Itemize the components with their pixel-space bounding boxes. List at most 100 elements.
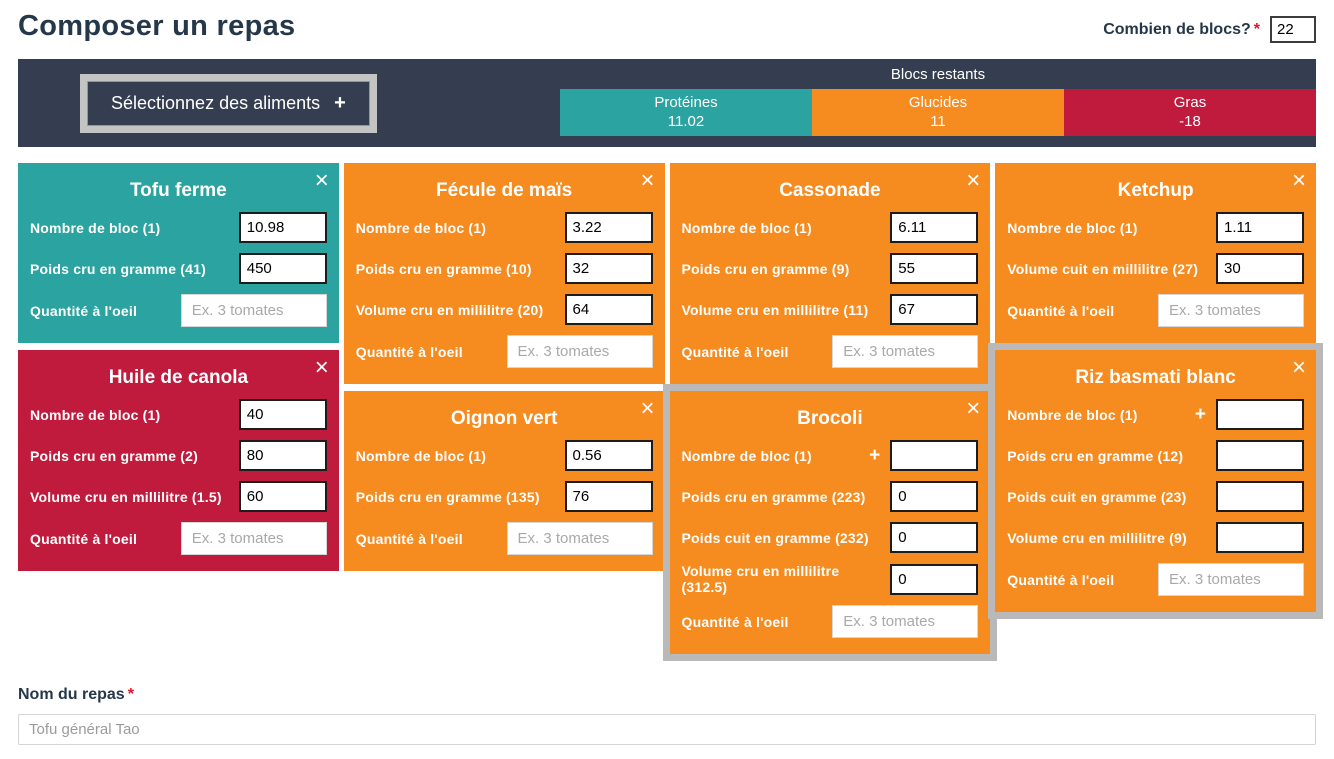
macros-row: Protéines 11.02 Glucides 11 Gras -18 [560, 89, 1316, 136]
macro-value: -18 [1179, 113, 1201, 130]
field-label: Poids cru en gramme (41) [30, 260, 206, 277]
close-card-button[interactable]: × [964, 169, 982, 193]
card-ketchup: Ketchup × Nombre de bloc (1) Volume cuit en… [995, 163, 1316, 343]
select-foods-button[interactable]: Sélectionnez des aliments + [80, 73, 377, 133]
field-row: Volume cru en millilitre (11) [682, 294, 979, 325]
field-value-input[interactable] [238, 253, 327, 284]
field-label: Nombre de bloc (1) [30, 406, 161, 423]
field-row: Quantité à l'oeil [1007, 294, 1304, 327]
blocs-restants-panel: Blocs restants Protéines 11.02 Glucides 11 G… [560, 59, 1316, 147]
blocs-count-input[interactable] [1270, 16, 1316, 43]
field-value-input[interactable] [890, 212, 979, 243]
card-oignon-vert: Oignon vert × Nombre de bloc (1) Poids cru … [343, 391, 665, 571]
meal-name-input[interactable] [18, 714, 1316, 745]
field-value-input[interactable] [1216, 481, 1304, 512]
field-label: Nombre de bloc (1) [1007, 406, 1138, 423]
food-cards-grid: Tofu ferme × Nombre de bloc (1) Poids cru e… [18, 163, 1323, 661]
blocs-question: Combien de blocs? * [1103, 16, 1316, 43]
plus-icon: + [869, 445, 881, 466]
field-row: Poids cru en gramme (12) [1007, 440, 1304, 471]
field-label: Quantité à l'oeil [30, 302, 138, 319]
field-row: Poids cru en gramme (223) [682, 481, 979, 512]
close-icon: × [314, 167, 329, 194]
close-card-button[interactable]: × [964, 397, 982, 421]
macro-name: Glucides [908, 93, 968, 111]
close-icon: × [314, 354, 329, 381]
card-riz-basmati-blanc: Riz basmati blanc × Nombre de bloc (1) + Poi… [988, 343, 1323, 619]
close-card-button[interactable]: × [1290, 169, 1308, 193]
quantity-eye-input[interactable] [1158, 294, 1304, 327]
field-value-input[interactable] [564, 294, 653, 325]
field-row: Poids cru en gramme (10) [356, 253, 653, 284]
field-value-input[interactable] [890, 481, 979, 512]
field-row: Quantité à l'oeil [30, 522, 327, 555]
field-value-input[interactable] [890, 563, 979, 595]
field-label: Poids cru en gramme (10) [355, 260, 532, 277]
close-card-button[interactable]: × [1290, 356, 1308, 380]
field-label: Quantité à l'oeil [355, 343, 463, 360]
close-icon: × [640, 395, 655, 422]
field-value-input[interactable] [890, 294, 979, 325]
close-card-button[interactable]: × [638, 169, 656, 193]
field-row: Volume cuit en millilitre (27) [1007, 253, 1304, 284]
field-value-input[interactable] [1216, 440, 1304, 471]
field-row: Volume cru en millilitre (1.5) [30, 481, 327, 512]
field-value-input[interactable] [238, 399, 327, 430]
field-value-input[interactable] [564, 440, 653, 471]
field-value-input[interactable] [238, 481, 327, 512]
field-value-input[interactable] [238, 212, 327, 243]
field-label: Volume cru en millilitre (312.5) [681, 563, 840, 595]
macro-glucides: Glucides 11 [812, 89, 1064, 136]
blocs-question-text: Combien de blocs? [1103, 20, 1251, 38]
field-label: Poids cru en gramme (12) [1007, 447, 1184, 464]
card-brocoli: Brocoli × Nombre de bloc (1) + Poids cru en … [662, 384, 998, 661]
field-value-input[interactable] [564, 212, 653, 243]
field-row: Volume cru en millilitre (312.5) [682, 563, 979, 595]
field-row: Volume cru en millilitre (20) [356, 294, 653, 325]
field-value-input[interactable] [564, 253, 653, 284]
close-card-button[interactable]: × [313, 356, 331, 380]
required-asterisk: * [127, 686, 134, 703]
field-label: Volume cru en millilitre (1.5) [30, 488, 222, 505]
field-label: Nombre de bloc (1) [355, 447, 487, 464]
plus-icon: + [1194, 404, 1206, 425]
field-value-input[interactable] [890, 440, 979, 471]
field-label: Poids cru en gramme (9) [681, 260, 850, 277]
field-value-input[interactable] [890, 253, 979, 284]
quantity-eye-input[interactable] [832, 605, 979, 638]
cards-column-2: Fécule de maïs × Nombre de bloc (1) Poids c… [343, 163, 665, 571]
quantity-eye-input[interactable] [180, 522, 327, 555]
card-fecule-de-mais: Fécule de maïs × Nombre de bloc (1) Poids c… [343, 163, 665, 384]
field-value-input[interactable] [1216, 212, 1304, 243]
field-value-input[interactable] [890, 522, 979, 553]
close-card-button[interactable]: × [313, 169, 331, 193]
quantity-eye-input[interactable] [506, 335, 653, 368]
close-icon: × [1291, 167, 1306, 194]
card-title: Brocoli [797, 408, 863, 429]
field-label: Volume cru en millilitre (20) [355, 301, 544, 318]
card-title: Ketchup [1117, 180, 1194, 201]
field-value-input[interactable] [1216, 522, 1304, 553]
toolbar: Sélectionnez des aliments + Blocs restan… [18, 59, 1316, 147]
field-row: Poids cru en gramme (9) [682, 253, 979, 284]
quantity-eye-input[interactable] [180, 294, 327, 327]
field-label: Nombre de bloc (1) [1007, 219, 1138, 236]
field-value-input[interactable] [1216, 399, 1304, 430]
field-row: Quantité à l'oeil [682, 335, 979, 368]
field-label: Quantité à l'oeil [1007, 302, 1115, 319]
field-label: Volume cru en millilitre (9) [1007, 529, 1187, 546]
quantity-eye-input[interactable] [1158, 563, 1304, 596]
field-row: Poids cru en gramme (41) [30, 253, 327, 284]
card-tofu-ferme: Tofu ferme × Nombre de bloc (1) Poids cru e… [18, 163, 339, 343]
field-value-input[interactable] [238, 440, 327, 471]
select-foods-label: Sélectionnez des aliments [111, 92, 321, 113]
field-value-input[interactable] [1216, 253, 1304, 284]
quantity-eye-input[interactable] [506, 522, 653, 555]
field-row: Nombre de bloc (1) [356, 212, 653, 243]
cards-column-1: Tofu ferme × Nombre de bloc (1) Poids cru e… [18, 163, 339, 571]
close-card-button[interactable]: × [638, 397, 656, 421]
quantity-eye-input[interactable] [832, 335, 979, 368]
cards-column-4: Ketchup × Nombre de bloc (1) Volume cuit en… [988, 163, 1323, 619]
field-row: Quantité à l'oeil [30, 294, 327, 327]
field-value-input[interactable] [564, 481, 653, 512]
